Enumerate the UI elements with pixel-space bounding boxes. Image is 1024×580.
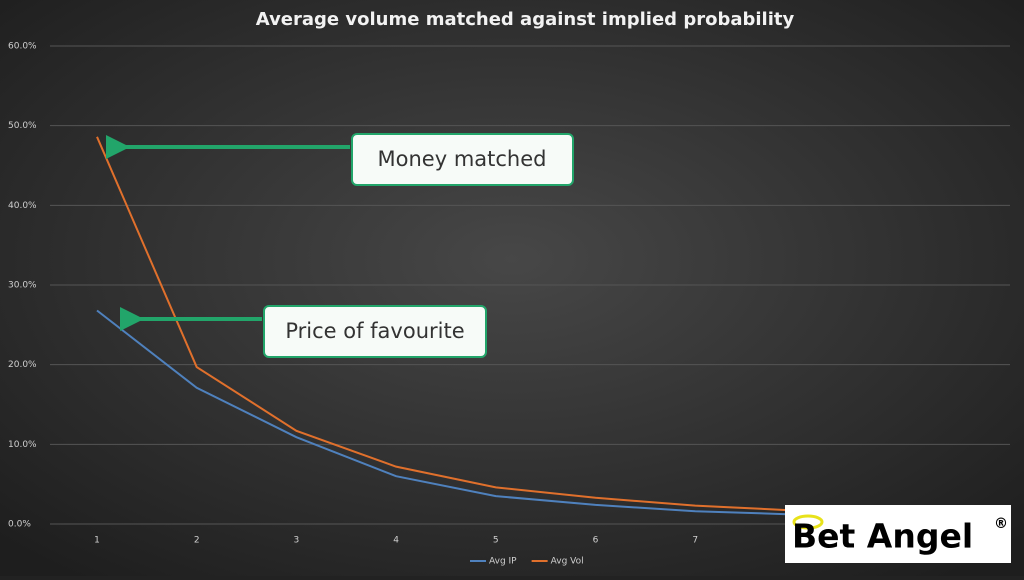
x-tick-label: 5	[493, 536, 499, 546]
y-tick-label: 30.0%	[8, 281, 37, 291]
x-tick-label: 2	[194, 536, 200, 546]
x-tick-label: 4	[393, 536, 399, 546]
annotation-box	[263, 305, 487, 358]
line	[96, 136, 795, 512]
y-tick-label: 20.0%	[8, 360, 37, 370]
logo-box	[785, 505, 1011, 563]
logo: Bet Angel	[792, 517, 973, 556]
annotation: Price of favourite	[285, 319, 464, 343]
x-tick-label: 6	[593, 536, 599, 546]
legend-label: Avg IP	[489, 557, 517, 567]
line	[96, 309, 795, 516]
legend-label: Avg Vol	[551, 557, 584, 567]
y-tick-label: 60.0%	[8, 42, 37, 52]
logo-halo	[792, 514, 824, 530]
annotation-box	[351, 133, 574, 186]
x-tick-label: 3	[294, 536, 300, 546]
y-tick-label: 10.0%	[8, 440, 37, 450]
y-tick-label: 50.0%	[8, 121, 37, 131]
x-tick-label: 7	[692, 536, 698, 546]
y-tick-label: 0.0%	[8, 520, 31, 530]
logo-mark: ®	[994, 516, 1008, 532]
annotation: Money matched	[378, 147, 547, 171]
x-tick-label: 1	[94, 536, 100, 546]
y-tick-label: 40.0%	[8, 201, 37, 211]
chart-title: Average volume matched against implied p…	[256, 9, 795, 30]
